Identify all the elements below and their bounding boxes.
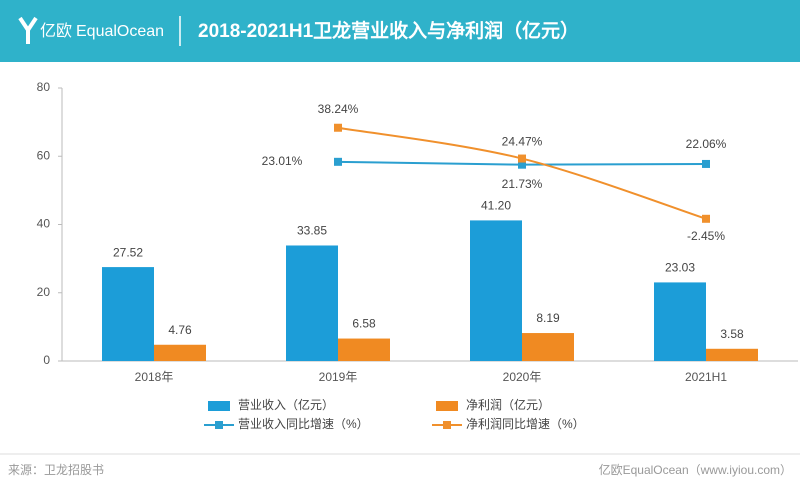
legend-marker — [215, 421, 223, 429]
y-tick-label: 60 — [37, 148, 51, 162]
bar — [706, 348, 758, 361]
bar-label: 6.58 — [352, 317, 376, 331]
chart-title: 2018-2021H1卫龙营业收入与净利润（亿元） — [198, 19, 579, 42]
y-tick-label: 80 — [37, 80, 51, 94]
legend-swatch — [436, 401, 458, 411]
logo-icon — [18, 16, 38, 44]
footer-brand: 亿欧EqualOcean（www.iyiou.com） — [599, 462, 792, 477]
y-tick-label: 0 — [43, 353, 50, 367]
line-label: 38.24% — [318, 102, 359, 116]
bar — [154, 344, 206, 361]
bar-label: 23.03 — [665, 261, 695, 275]
bar — [286, 245, 338, 361]
bar — [102, 267, 154, 361]
line-label: -2.45% — [687, 229, 725, 243]
line-label: 24.47% — [502, 135, 543, 149]
x-tick-label: 2018年 — [135, 370, 174, 384]
y-tick-label: 20 — [37, 285, 51, 299]
x-tick-label: 2020年 — [503, 370, 542, 384]
line-label: 22.06% — [686, 137, 727, 151]
bar-label: 33.85 — [297, 224, 327, 238]
line-marker — [334, 123, 342, 132]
bar — [522, 333, 574, 361]
bar-label: 41.20 — [481, 199, 511, 213]
line-label: 23.01% — [262, 154, 303, 168]
line-marker — [702, 214, 710, 223]
line-marker — [334, 157, 342, 166]
bar-label: 27.52 — [113, 245, 143, 259]
bar-label: 4.76 — [168, 323, 192, 337]
y-tick-label: 40 — [37, 217, 51, 231]
header-band — [0, 0, 800, 62]
x-tick-label: 2019年 — [319, 370, 358, 384]
x-tick-label: 2021H1 — [685, 370, 727, 384]
bar — [654, 282, 706, 361]
logo-cn: 亿欧 — [40, 22, 72, 40]
line-marker — [702, 159, 710, 168]
bar-label: 8.19 — [536, 311, 560, 325]
legend-label: 营业收入（亿元） — [238, 397, 334, 412]
legend-label: 营业收入同比增速（%） — [238, 417, 369, 431]
legend-label: 净利润同比增速（%） — [466, 417, 585, 431]
bar — [338, 338, 390, 361]
bar — [470, 220, 522, 361]
line-marker — [518, 154, 526, 163]
legend-label: 净利润（亿元） — [466, 397, 550, 412]
line-label: 21.73% — [502, 177, 543, 191]
logo-en: EqualOcean — [76, 23, 164, 40]
footer-source: 来源：卫龙招股书 — [8, 463, 104, 477]
line-marker — [518, 160, 526, 169]
bar-label: 3.58 — [720, 327, 744, 341]
legend-swatch — [208, 401, 230, 411]
legend-marker — [443, 421, 451, 429]
